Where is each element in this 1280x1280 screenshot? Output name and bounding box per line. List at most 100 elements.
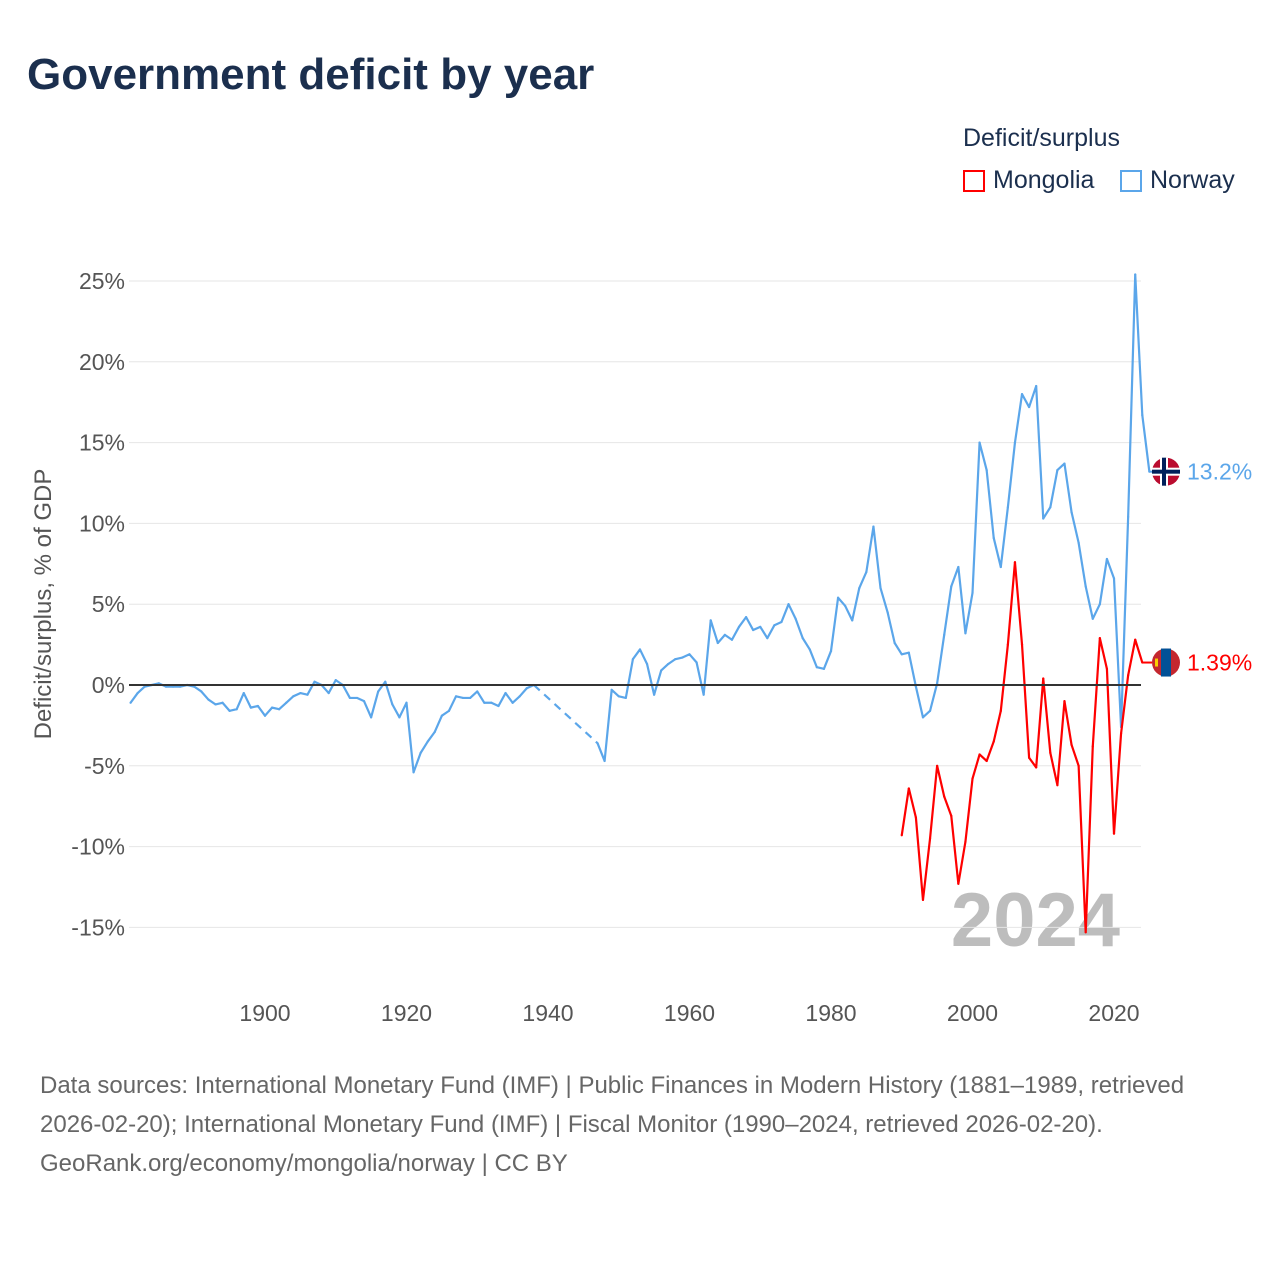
legend-item-norway[interactable]: Norway — [1120, 166, 1235, 195]
data-point — [978, 441, 981, 444]
data-point — [1112, 832, 1116, 835]
data-point — [1119, 732, 1123, 735]
data-point — [730, 638, 734, 641]
data-point — [1028, 756, 1031, 759]
data-point — [964, 840, 967, 843]
data-point — [476, 690, 479, 693]
y-tick-label: 10% — [79, 510, 125, 536]
data-point — [928, 709, 932, 712]
soyombo-symbol — [1155, 658, 1158, 667]
data-point — [1127, 515, 1130, 519]
x-tick-label: 2020 — [1088, 1000, 1139, 1026]
data-point — [645, 662, 649, 666]
data-point — [900, 653, 903, 656]
data-point — [1042, 677, 1045, 680]
data-point — [808, 648, 811, 651]
data-point — [1091, 745, 1094, 748]
data-point — [1056, 784, 1059, 787]
data-point — [985, 759, 988, 763]
chart-title: Government deficit by year — [27, 50, 595, 99]
y-tick-label: 20% — [79, 349, 125, 375]
data-point — [914, 816, 918, 819]
data-point — [653, 693, 656, 696]
legend-item-mongolia[interactable]: Mongolia — [963, 166, 1094, 195]
data-point — [1112, 577, 1116, 580]
data-point — [752, 628, 755, 632]
data-point — [971, 777, 974, 780]
credit-link[interactable]: GeoRank.org/economy/mongolia/norway | CC… — [40, 1150, 568, 1177]
data-point — [1020, 643, 1024, 646]
data-point — [773, 624, 776, 627]
data-point — [362, 700, 366, 703]
data-point — [1013, 561, 1017, 564]
data-point — [1042, 517, 1045, 520]
data-point — [391, 703, 394, 706]
data-point — [1105, 667, 1109, 670]
data-point — [957, 882, 960, 885]
data-point — [992, 740, 995, 743]
data-point — [1035, 384, 1038, 388]
legend-swatch — [963, 169, 985, 192]
data-point — [179, 685, 182, 688]
data-point — [200, 690, 203, 693]
y-tick-label: 25% — [79, 268, 125, 294]
data-point — [377, 690, 380, 693]
data-point — [801, 637, 804, 640]
series-line-mongolia — [900, 561, 1144, 934]
series-line-norway — [129, 679, 535, 774]
data-point — [143, 685, 146, 688]
data-point — [596, 742, 599, 745]
data-point — [1070, 510, 1073, 514]
data-point — [999, 709, 1002, 712]
data-point — [1084, 585, 1087, 588]
data-point — [971, 591, 974, 594]
data-point — [483, 701, 486, 704]
data-point — [667, 662, 670, 666]
data-point — [490, 701, 493, 704]
data-point — [1077, 541, 1080, 544]
data-point — [327, 691, 330, 695]
data-point — [1105, 557, 1109, 561]
data-point — [999, 565, 1002, 569]
data-point — [504, 691, 507, 695]
data-point — [914, 685, 918, 688]
data-point — [950, 814, 953, 817]
data-point — [207, 698, 210, 701]
y-tick-label: 15% — [79, 430, 125, 456]
data-point — [716, 641, 719, 645]
data-point — [1098, 603, 1101, 606]
data-point — [1084, 931, 1087, 934]
data-point — [936, 682, 939, 685]
y-tick-label: -15% — [71, 914, 125, 940]
data-point — [511, 701, 514, 704]
data-point — [447, 709, 451, 712]
data-point — [780, 620, 783, 624]
data-point — [292, 695, 295, 698]
data-point — [398, 716, 401, 719]
data-point — [256, 704, 260, 708]
data-point — [1006, 506, 1009, 509]
data-point — [157, 682, 160, 685]
data-point — [737, 625, 741, 628]
data-point — [936, 764, 939, 767]
data-point — [1070, 743, 1073, 746]
data-point — [851, 619, 854, 622]
y-tick-label: -5% — [84, 753, 125, 779]
data-point — [469, 696, 472, 700]
data-point — [426, 740, 429, 743]
flag-stripe — [1161, 648, 1171, 677]
legend-label: Norway — [1150, 166, 1235, 194]
data-point — [660, 669, 663, 672]
data-point — [249, 706, 252, 709]
data-point — [433, 730, 436, 733]
data-point — [440, 714, 443, 717]
data-point — [822, 667, 826, 670]
data-point — [355, 696, 359, 700]
data-point — [844, 604, 847, 607]
data-point — [285, 701, 288, 704]
data-point — [723, 633, 726, 637]
x-tick-label: 1940 — [522, 1000, 573, 1026]
data-point — [306, 693, 309, 696]
data-point — [858, 586, 861, 590]
data-point — [129, 701, 132, 704]
